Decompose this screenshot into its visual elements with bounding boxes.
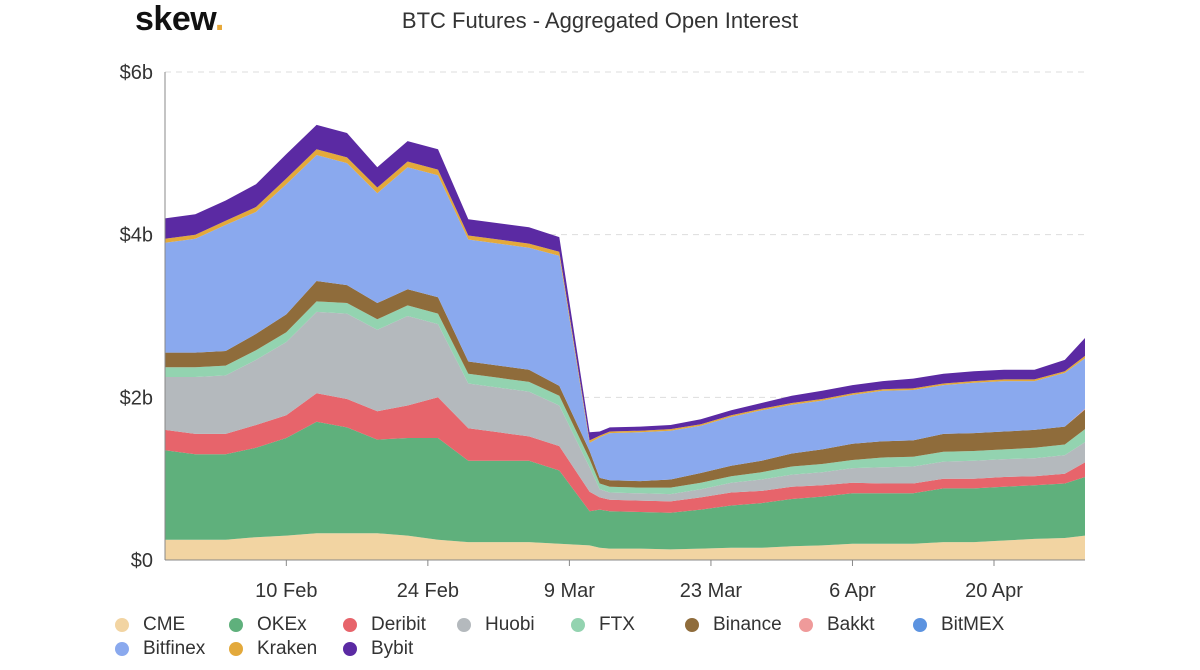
legend-label: OKEx <box>257 614 307 635</box>
legend-item-bitfinex[interactable]: Bitfinex <box>115 638 205 660</box>
legend-item-kraken[interactable]: Kraken <box>229 638 317 660</box>
legend-item-ftx[interactable]: FTX <box>571 614 635 636</box>
legend-swatch <box>799 618 813 632</box>
x-tick-label: 6 Apr <box>829 580 876 602</box>
logo-text: skew <box>135 0 215 38</box>
x-tick-label: 9 Mar <box>544 580 595 602</box>
legend-label: FTX <box>599 614 635 635</box>
legend-item-bitmex[interactable]: BitMEX <box>913 614 1004 636</box>
x-tick-label: 20 Apr <box>965 580 1023 602</box>
x-tick-label: 24 Feb <box>397 580 459 602</box>
legend-swatch <box>571 618 585 632</box>
legend-item-cme[interactable]: CME <box>115 614 185 636</box>
legend-label: CME <box>143 614 186 635</box>
y-tick-label: $6b <box>120 62 153 84</box>
skew-logo: skew. <box>135 0 224 39</box>
legend-swatch <box>115 618 129 632</box>
legend-swatch <box>457 618 471 632</box>
legend-swatch <box>229 618 243 632</box>
legend-swatch <box>343 642 357 656</box>
legend-label: Kraken <box>257 638 318 659</box>
logo-dot: . <box>214 0 224 38</box>
area-bitfinex <box>165 155 1085 482</box>
legend-item-bybit[interactable]: Bybit <box>343 638 413 660</box>
legend-item-huobi[interactable]: Huobi <box>457 614 535 636</box>
area-deribit <box>165 393 1085 513</box>
legend-item-bakkt[interactable]: Bakkt <box>799 614 875 636</box>
y-tick-label: $0 <box>131 550 153 572</box>
legend-label: Bybit <box>371 638 414 659</box>
legend-item-deribit[interactable]: Deribit <box>343 614 426 636</box>
x-tick-label: 10 Feb <box>255 580 317 602</box>
legend-label: Bitfinex <box>143 638 206 659</box>
legend-label: Huobi <box>485 614 535 635</box>
legend-label: BitMEX <box>941 614 1005 635</box>
y-tick-label: $4b <box>120 225 153 247</box>
legend-item-okex[interactable]: OKEx <box>229 614 307 636</box>
chart-title: BTC Futures - Aggregated Open Interest <box>401 8 799 33</box>
area-cme <box>165 533 1085 560</box>
legend-swatch <box>343 618 357 632</box>
legend-swatch <box>115 642 129 656</box>
y-tick-label: $2b <box>120 387 153 409</box>
legend-swatch <box>685 618 699 632</box>
legend-item-binance[interactable]: Binance <box>685 614 782 636</box>
legend-swatch <box>913 618 927 632</box>
area-huobi <box>165 311 1085 502</box>
legend-label: Deribit <box>371 614 426 635</box>
x-tick-label: 23 Mar <box>680 580 743 602</box>
area-okex <box>165 421 1085 550</box>
legend-label: Bakkt <box>827 614 875 635</box>
legend-label: Binance <box>713 614 782 635</box>
legend-swatch <box>229 642 243 656</box>
